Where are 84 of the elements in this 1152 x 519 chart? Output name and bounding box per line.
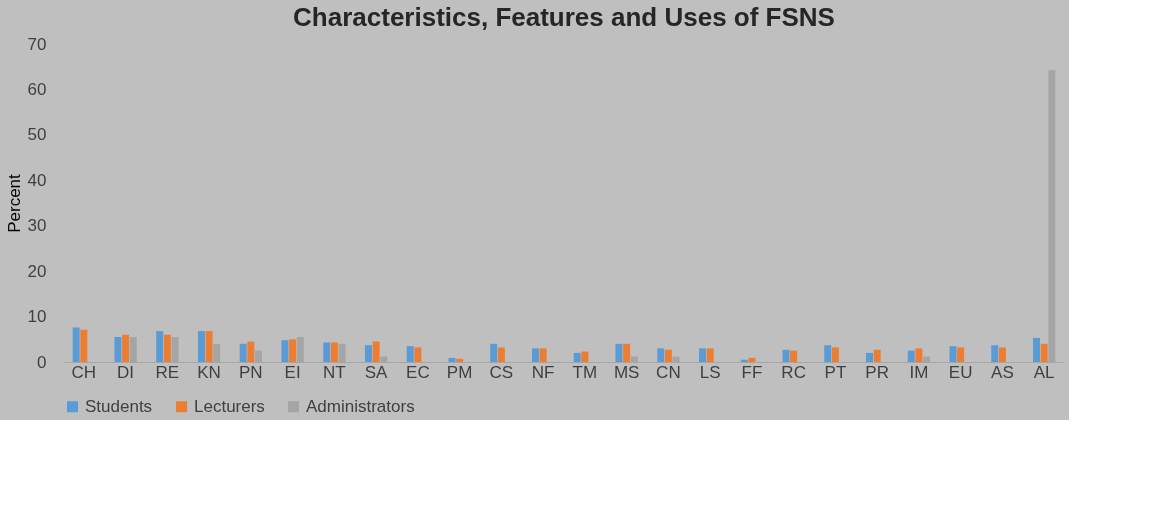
bar xyxy=(414,347,422,362)
bar xyxy=(698,348,706,362)
bar xyxy=(782,349,790,362)
bar xyxy=(915,348,923,362)
bar xyxy=(615,343,623,362)
chart-title: Characteristics, Features and Uses of FSNS xyxy=(293,2,835,32)
x-tick-label: PM xyxy=(446,362,473,382)
x-tick-label: PN xyxy=(239,362,263,382)
x-tick-label: EC xyxy=(406,362,430,382)
bar xyxy=(156,331,164,362)
x-tick-label: CH xyxy=(71,362,97,382)
bar xyxy=(664,349,672,362)
bar xyxy=(80,329,88,362)
legend-label: Lecturers xyxy=(194,396,265,416)
y-tick-label: 30 xyxy=(27,216,47,236)
x-tick-label: NF xyxy=(531,362,555,382)
bar xyxy=(205,331,213,362)
bar xyxy=(957,347,965,362)
y-axis-title: Percent xyxy=(4,173,24,233)
bar xyxy=(831,347,839,362)
bar xyxy=(122,334,130,362)
bar xyxy=(623,343,631,362)
legend-label: Students xyxy=(85,396,153,416)
bar xyxy=(706,348,714,362)
x-tick-label: RE xyxy=(155,362,180,382)
bar xyxy=(281,340,289,362)
x-tick-label: PR xyxy=(865,362,889,382)
bar xyxy=(657,348,665,362)
x-tick-label: RC xyxy=(781,362,806,382)
bar xyxy=(323,342,331,362)
bar xyxy=(289,339,297,362)
bar xyxy=(581,351,589,362)
bar xyxy=(456,358,464,362)
x-tick-label: EI xyxy=(284,362,301,382)
bar xyxy=(330,342,338,362)
bar xyxy=(497,347,505,362)
bar xyxy=(114,337,122,362)
bar xyxy=(998,347,1006,362)
x-tick-label: AS xyxy=(991,362,1014,382)
bar xyxy=(197,331,205,362)
y-tick-label: 10 xyxy=(27,307,47,327)
x-tick-label: NT xyxy=(323,362,346,382)
y-tick-label: 60 xyxy=(27,79,47,99)
x-tick-label: LS xyxy=(699,362,721,382)
bar xyxy=(1033,337,1041,362)
bar xyxy=(364,345,372,362)
bar xyxy=(873,349,881,362)
bar xyxy=(539,348,547,362)
x-tick-label: FF xyxy=(741,362,763,382)
bar xyxy=(866,352,873,362)
bar xyxy=(163,334,171,362)
x-tick-label: AL xyxy=(1033,362,1055,382)
bar xyxy=(748,357,756,362)
bar xyxy=(490,343,498,362)
legend-label: Administrators xyxy=(306,396,415,416)
bar xyxy=(406,346,414,362)
bar xyxy=(991,345,999,362)
bar xyxy=(531,348,539,362)
x-tick-label: IM xyxy=(909,362,929,382)
x-tick-label: EU xyxy=(948,362,973,382)
bar xyxy=(790,350,798,362)
x-tick-label: PT xyxy=(824,362,847,382)
x-tick-label: CN xyxy=(656,362,681,382)
bar xyxy=(448,357,456,362)
x-tick-label: TM xyxy=(572,362,598,382)
bar xyxy=(372,341,380,362)
y-tick-label: 50 xyxy=(27,125,47,145)
bar xyxy=(1040,343,1048,362)
bar xyxy=(247,341,255,362)
x-tick-label: KN xyxy=(197,362,221,382)
y-tick-label: 0 xyxy=(37,352,47,372)
x-tick-label: DI xyxy=(117,362,135,382)
bar xyxy=(573,352,581,362)
bar xyxy=(907,350,915,362)
bar xyxy=(72,327,80,362)
bar xyxy=(239,343,247,362)
bar xyxy=(824,345,832,362)
y-tick-label: 40 xyxy=(27,170,47,190)
x-tick-label: MS xyxy=(613,362,640,382)
x-tick-label: CS xyxy=(489,362,514,382)
x-tick-label: SA xyxy=(364,362,389,382)
bar xyxy=(949,346,957,362)
y-tick-label: 20 xyxy=(27,261,47,281)
y-tick-label: 70 xyxy=(27,34,47,54)
